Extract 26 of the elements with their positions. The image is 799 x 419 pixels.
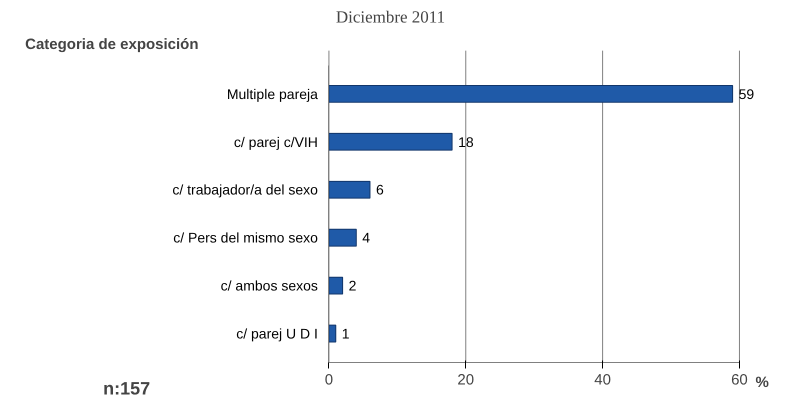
x-tick-label: 60 xyxy=(731,371,748,388)
data-label: 6 xyxy=(376,182,384,198)
data-label: 4 xyxy=(362,230,370,246)
y-tick-label: Multiple pareja xyxy=(226,86,318,102)
y-tick-label: c/ parej c/VIH xyxy=(234,134,318,150)
bar xyxy=(328,324,336,342)
chart-title: Diciembre 2011 xyxy=(336,8,446,26)
data-label: 1 xyxy=(342,326,350,342)
y-tick-label: c/ parej U D I xyxy=(236,326,318,342)
text: n:157 xyxy=(103,378,150,398)
bar xyxy=(328,228,357,247)
x-tick-label: 40 xyxy=(594,371,611,388)
data-label: 59 xyxy=(738,86,754,102)
y-tick-label: c/ trabajador/a del sexo xyxy=(172,182,318,198)
bar xyxy=(328,180,370,199)
x-tick-label: 20 xyxy=(457,371,474,388)
data-label: 18 xyxy=(458,134,474,150)
data-label: 2 xyxy=(348,278,357,294)
x-tick-label: 0 xyxy=(324,371,334,388)
y-tick-label: c/ Pers del mismo sexo xyxy=(173,230,318,246)
bar xyxy=(328,276,344,295)
bar xyxy=(328,84,734,103)
x-axis-title: % xyxy=(755,374,769,392)
bar xyxy=(328,132,453,151)
y-tick-label: c/ ambos sexos xyxy=(220,278,318,294)
y-axis-title: Categoria de exposición xyxy=(25,36,199,54)
